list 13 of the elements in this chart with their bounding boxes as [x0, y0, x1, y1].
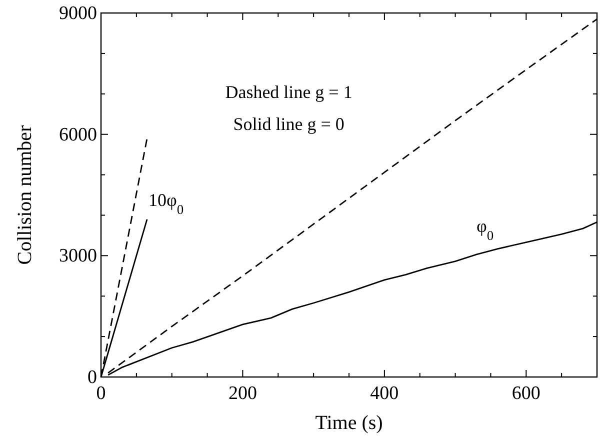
annotation: 10φ$_{0}$: [148, 190, 184, 216]
y-tick-label: 0: [88, 367, 97, 388]
x-axis-title: Time (s): [315, 412, 383, 434]
annotation: Dashed line g = 1: [225, 82, 352, 102]
y-tick-label: 3000: [59, 246, 97, 267]
x-tick-label: 200: [228, 383, 257, 404]
y-tick-label: 9000: [59, 3, 97, 24]
y-axis-title: Collision number: [14, 124, 36, 265]
annotation: φ$_{0}$: [476, 216, 494, 242]
x-tick-label: 600: [512, 383, 540, 404]
x-tick-label: 400: [370, 383, 399, 404]
annotation: Solid line g = 0: [233, 114, 344, 134]
y-tick-label: 6000: [59, 124, 97, 146]
